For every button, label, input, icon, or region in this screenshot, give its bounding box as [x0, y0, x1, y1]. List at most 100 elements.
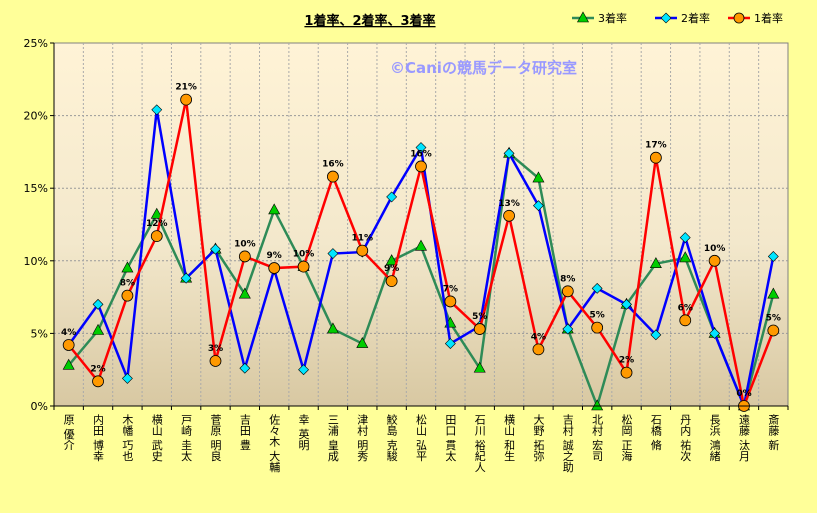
legend-marker-triangle [576, 11, 590, 23]
data-label: 11% [352, 234, 374, 244]
data-point [414, 239, 428, 251]
data-point [532, 171, 545, 183]
data-point [268, 203, 281, 215]
data-point [297, 260, 310, 273]
data-label: 10% [293, 250, 315, 260]
data-point [92, 298, 104, 310]
x-tick-label: 内田 博幸 [92, 413, 105, 462]
data-point [562, 323, 574, 335]
data-label: 0% [736, 389, 751, 399]
x-tick-label: 三浦 皇成 [326, 414, 339, 462]
data-point [356, 336, 369, 348]
y-tick-label: 25% [24, 37, 48, 50]
data-label: 7% [443, 284, 458, 294]
legend-label: 1着率 [754, 11, 783, 25]
x-tick-label: 丹内 祐次 [679, 414, 692, 462]
data-point [473, 323, 486, 335]
x-tick-label: 津村 明秀 [356, 414, 369, 462]
data-label: 10% [704, 244, 726, 254]
data-point [180, 272, 192, 284]
x-tick-label: 吉村 誠之助 [561, 414, 574, 473]
data-point [150, 230, 163, 243]
data-point [708, 254, 721, 267]
data-label: 6% [678, 303, 693, 313]
x-tick-label: 幸 英明 [297, 414, 310, 451]
data-point [709, 327, 721, 339]
data-label: 9% [267, 251, 282, 261]
x-tick-label: 横山 武史 [150, 413, 163, 462]
data-point [561, 285, 574, 298]
chart-title: 1着率、2着率、3着率 [304, 13, 435, 29]
data-point [92, 323, 105, 335]
data-point [503, 209, 515, 222]
data-label: 4% [61, 328, 76, 338]
data-point [151, 104, 163, 116]
data-label: 16% [322, 160, 344, 170]
data-label: 8% [560, 274, 575, 284]
data-point [650, 329, 662, 341]
x-tick-label: 石川 裕紀人 [473, 414, 486, 473]
x-tick-label: 鮫島 克駿 [385, 413, 398, 462]
data-label: 5% [766, 313, 781, 323]
data-point [180, 93, 193, 106]
x-tick-label: 菅原 明良 [209, 414, 222, 462]
data-point [150, 207, 163, 219]
data-point [268, 262, 281, 274]
data-point [649, 257, 662, 269]
data-label: 2% [90, 364, 105, 374]
data-label: 21% [175, 83, 197, 93]
data-point [767, 287, 780, 299]
x-tick-label: 横山 和生 [503, 413, 516, 462]
x-tick-label: 吉田 豊 [238, 414, 251, 451]
data-point [210, 243, 221, 255]
data-point [356, 244, 369, 257]
x-tick-label: 木幡 巧也 [121, 414, 134, 462]
data-point [473, 361, 486, 373]
watermark: ©Caniの競馬データ研究室 [390, 59, 577, 77]
data-label: 17% [645, 141, 667, 151]
x-tick-label: 遠藤 汰月 [737, 414, 750, 462]
y-tick-label: 0% [31, 400, 48, 413]
data-label: 9% [384, 264, 399, 274]
data-point [121, 289, 134, 302]
data-point [532, 343, 545, 356]
x-tick-label: 戸崎 圭太 [180, 414, 193, 462]
data-label: 5% [472, 312, 487, 322]
y-tick-label: 20% [24, 110, 48, 123]
data-point [503, 147, 515, 159]
data-point [326, 322, 339, 334]
series-diamond [63, 104, 779, 412]
y-tick-label: 15% [24, 182, 48, 195]
data-point [679, 251, 692, 263]
series-circle [62, 93, 780, 412]
data-point [415, 142, 427, 153]
data-point [444, 338, 456, 349]
data-label: 2% [619, 356, 634, 366]
x-tick-label: 佐々木 大輔 [268, 413, 281, 473]
x-tick-label: 松岡 正海 [620, 413, 633, 462]
x-tick-label: 北村 宏司 [591, 414, 604, 462]
data-label: 8% [120, 279, 135, 289]
data-point [385, 275, 398, 288]
x-tick-label: 斎藤 新 [767, 413, 780, 451]
data-label: 13% [498, 199, 520, 209]
data-label: 16% [410, 149, 432, 159]
data-point [238, 250, 251, 263]
data-point [121, 372, 133, 384]
data-point [591, 282, 603, 294]
x-tick-label: 石橋 脩 [649, 414, 662, 451]
data-point [620, 366, 633, 379]
data-point [767, 251, 779, 262]
data-point [415, 160, 427, 173]
data-point [92, 375, 104, 388]
legend-label: 2着率 [681, 11, 710, 25]
x-tick-label: 長浜 鴻緒 [708, 414, 721, 462]
data-point [679, 314, 692, 327]
data-point [679, 232, 691, 243]
legend-marker-circle [733, 12, 745, 24]
data-point [591, 321, 604, 334]
data-label: 10% [234, 239, 256, 249]
data-label: 12% [146, 219, 168, 229]
x-tick-label: 田口 貫太 [444, 414, 457, 462]
